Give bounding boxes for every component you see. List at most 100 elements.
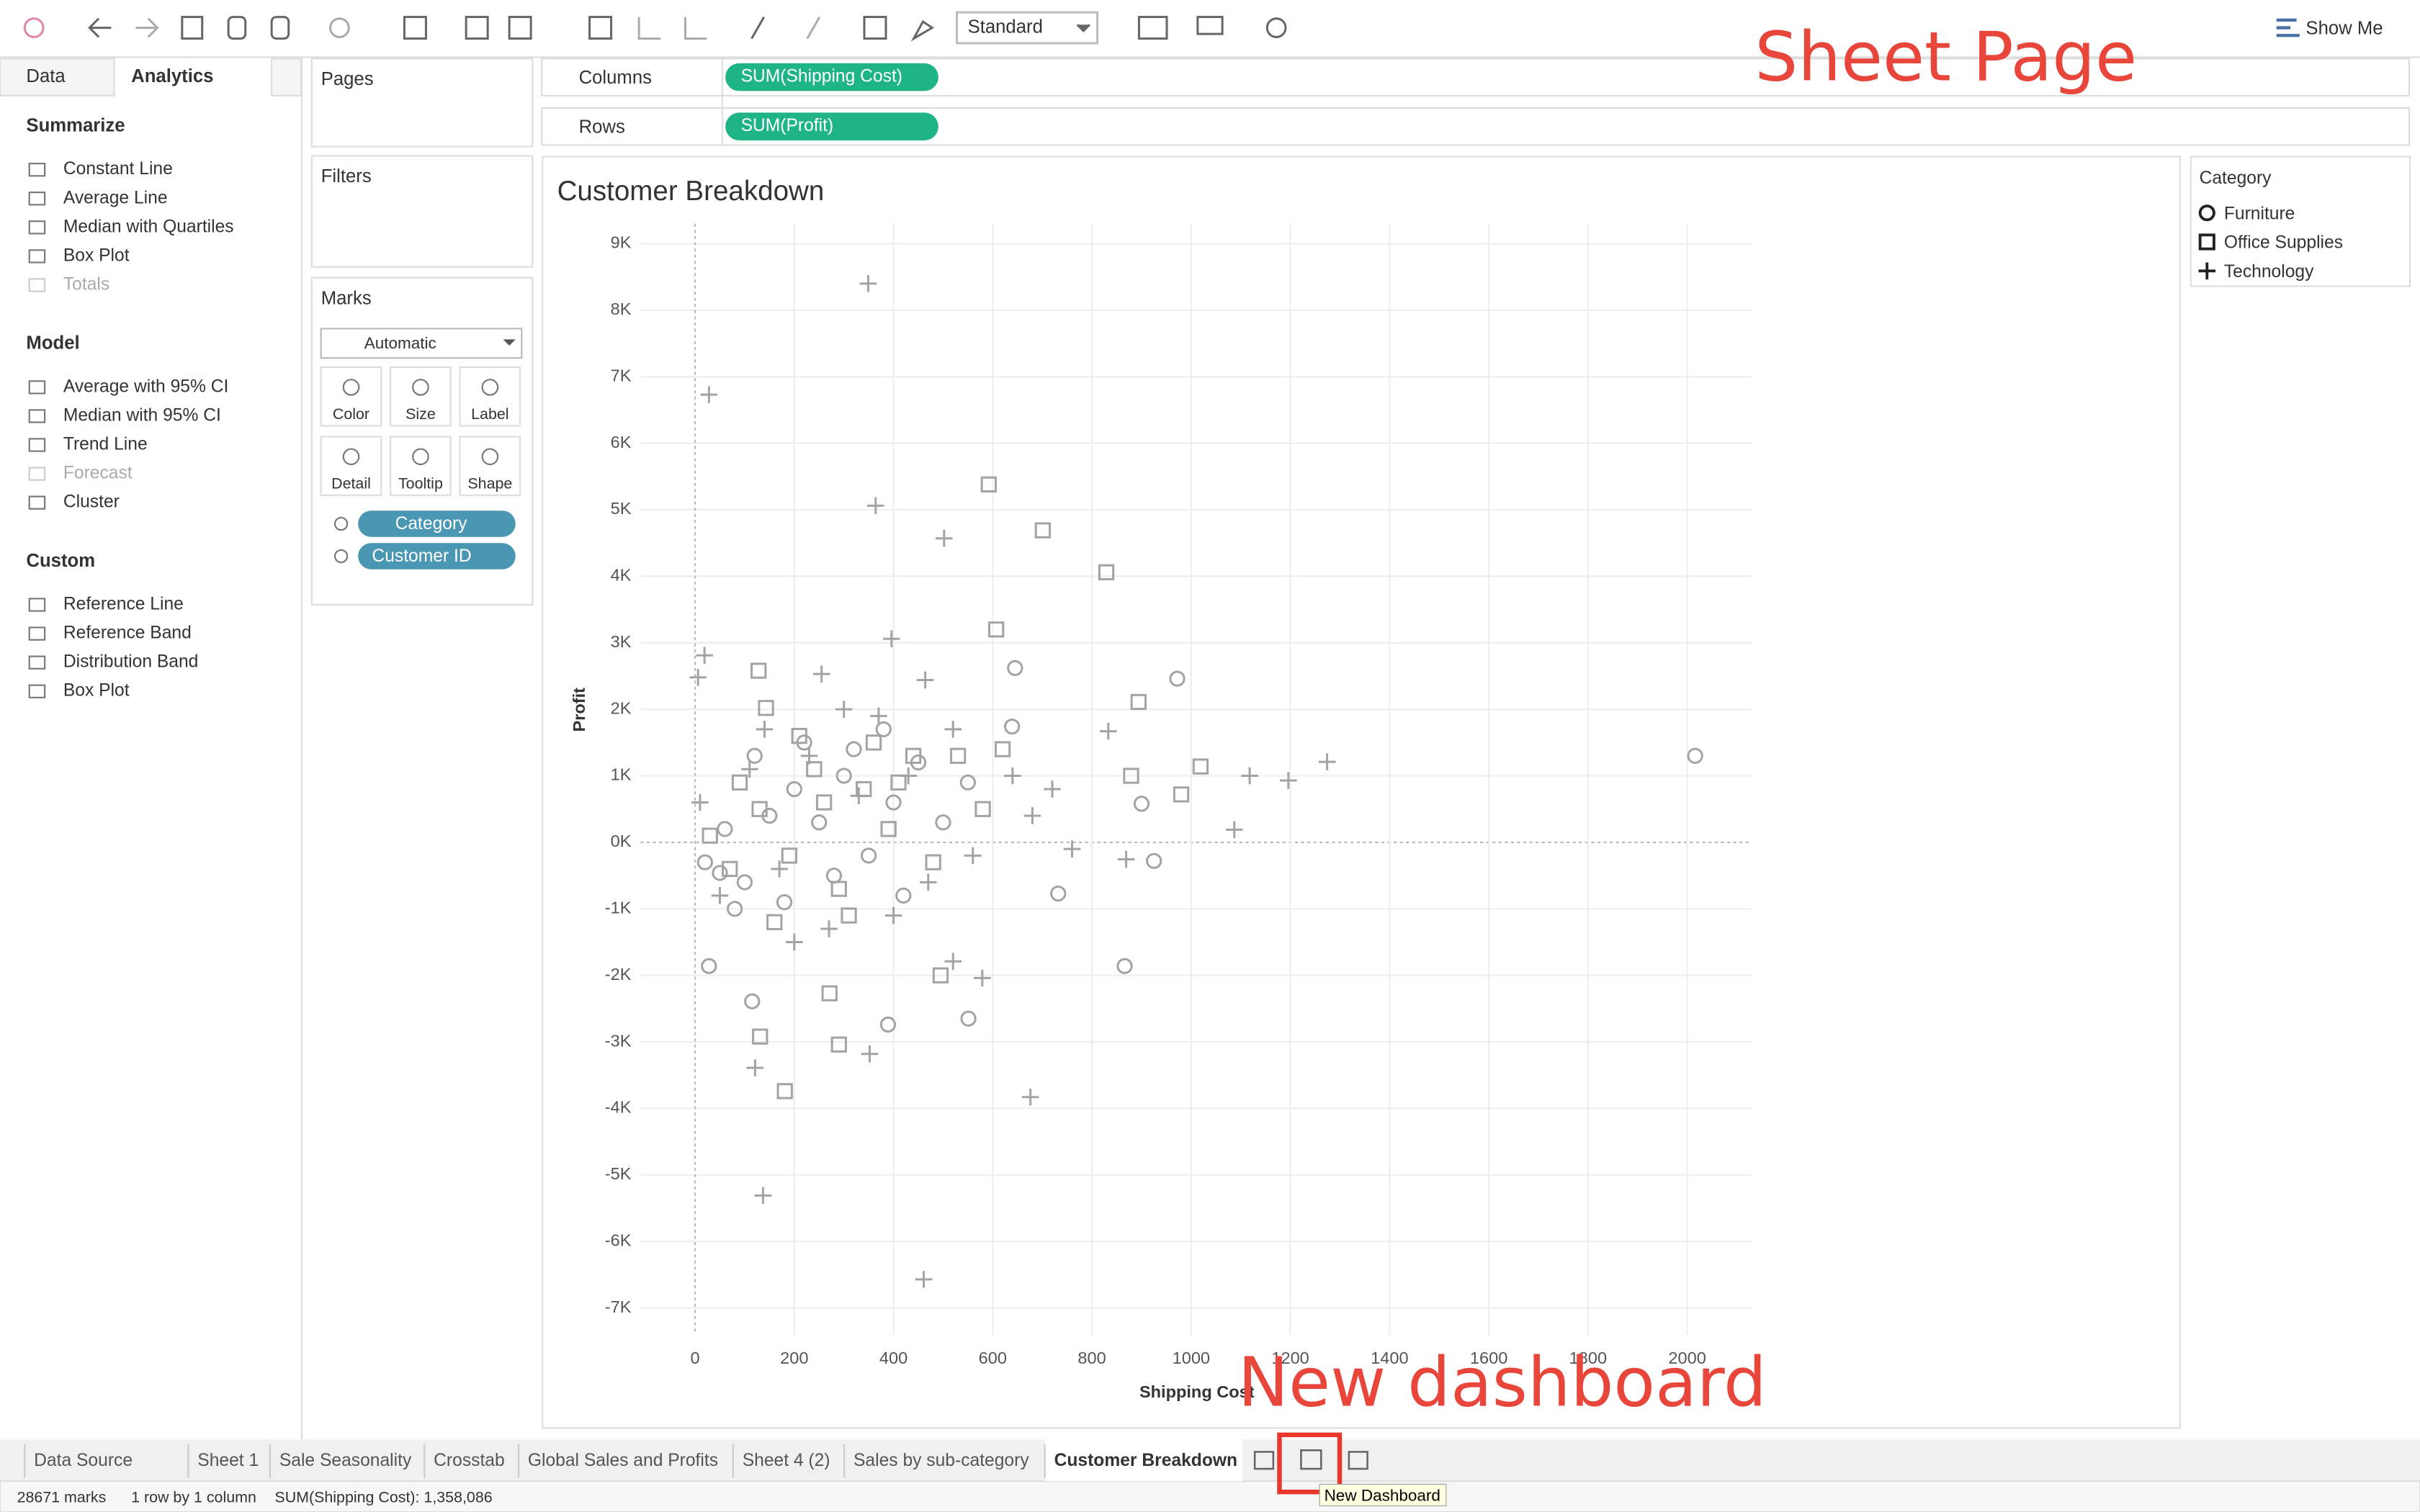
analytics-item[interactable]: Reference Band [63, 624, 192, 643]
legend-title: Category [2200, 168, 2272, 188]
mark-button-label[interactable]: Color [333, 405, 369, 423]
sheet-tab[interactable]: Crosstab [434, 1451, 505, 1470]
new-worksheet[interactable] [403, 16, 427, 40]
clear[interactable] [508, 16, 532, 40]
mark-button-label[interactable]: Label [471, 405, 508, 423]
point [974, 969, 991, 987]
sheet-tab[interactable]: Data Source [34, 1451, 133, 1470]
annotation: Sheet Page [1754, 18, 2137, 97]
point [812, 665, 830, 683]
sheet-tab[interactable]: Global Sales and Profits [528, 1451, 718, 1470]
share[interactable] [1265, 17, 1287, 38]
show-me[interactable]: Show Me [2305, 19, 2383, 39]
point [974, 801, 991, 817]
group[interactable] [806, 16, 821, 40]
analytics-item[interactable]: Median with Quartiles [63, 217, 234, 236]
sort-asc[interactable] [637, 17, 661, 40]
mark-button[interactable] [390, 366, 452, 427]
mark-pill[interactable] [358, 543, 516, 570]
item-icon [28, 438, 46, 452]
duplicate[interactable] [465, 16, 489, 40]
analytics-item[interactable]: Constant Line [63, 159, 173, 179]
swap[interactable] [588, 16, 613, 40]
new-story-tab[interactable] [1348, 1451, 1368, 1470]
mark-type-dropdown[interactable] [320, 328, 523, 359]
point [1098, 564, 1115, 580]
fix-axes[interactable] [910, 19, 935, 42]
point [944, 721, 962, 738]
sheet-tab[interactable]: Customer Breakdown [1054, 1451, 1238, 1470]
y-tick-label: -7K [605, 1297, 632, 1316]
labels[interactable] [863, 16, 887, 40]
point [1117, 850, 1135, 868]
point [736, 874, 753, 891]
presentation[interactable] [1196, 16, 1224, 35]
analytics-item[interactable]: Forecast [63, 464, 133, 483]
mark-button[interactable] [459, 436, 521, 496]
pause-updates[interactable] [270, 16, 290, 40]
point [820, 920, 838, 937]
analytics-item[interactable]: Box Plot [63, 681, 130, 701]
point [1004, 767, 1021, 785]
pill[interactable] [725, 112, 938, 140]
save[interactable] [181, 16, 204, 40]
section-heading: Custom [26, 551, 95, 571]
analytics-item[interactable]: Distribution Band [63, 652, 199, 672]
pill-text[interactable]: SUM(Profit) [741, 116, 834, 135]
sort-desc[interactable] [684, 17, 707, 40]
analytics-item[interactable]: Trend Line [63, 435, 148, 454]
redo[interactable] [135, 17, 159, 38]
analytics-item[interactable]: Cluster [63, 492, 120, 512]
pill[interactable] [725, 63, 938, 91]
mark-button-label[interactable]: Size [405, 405, 436, 423]
mark-pill[interactable] [358, 510, 516, 537]
logo[interactable] [23, 17, 45, 38]
data-tab-bg[interactable] [0, 58, 115, 96]
mark-pill-text[interactable]: Customer ID [372, 546, 471, 566]
card-title: Marks [321, 289, 372, 309]
mark-button-label[interactable]: Shape [467, 475, 512, 492]
mark-button[interactable] [320, 366, 382, 427]
side-tab[interactable]: Data [26, 66, 66, 86]
point [883, 630, 900, 647]
new-worksheet-tab[interactable] [1253, 1451, 1275, 1470]
fit-dropdown[interactable] [956, 11, 1099, 45]
point [935, 814, 951, 831]
fit-value[interactable]: Standard [968, 17, 1043, 37]
mark-pill-text[interactable]: Category [395, 514, 468, 534]
analytics-item[interactable]: Median with 95% CI [63, 405, 221, 425]
pane-menu[interactable] [271, 58, 302, 96]
analytics-item[interactable]: Average with 95% CI [63, 377, 229, 396]
legend-label[interactable]: Office Supplies [2224, 233, 2343, 253]
analytics-item[interactable]: Totals [63, 275, 109, 294]
analytics-item[interactable]: Box Plot [63, 246, 130, 265]
point [865, 734, 882, 751]
sheet-tab[interactable]: Sheet 4 (2) [743, 1451, 830, 1470]
mark-button-label[interactable]: Detail [331, 475, 371, 492]
sheet-tab[interactable]: Sheet 1 [197, 1451, 259, 1470]
show-cards[interactable] [1137, 16, 1168, 40]
mark-button-label[interactable]: Tooltip [398, 475, 443, 492]
status-text: 1 row by 1 column [131, 1488, 256, 1506]
new-data-source[interactable] [227, 16, 247, 40]
point [949, 747, 967, 764]
sheet-tab[interactable]: Sales by sub-category [853, 1451, 1029, 1470]
pill-text[interactable]: SUM(Shipping Cost) [741, 67, 902, 86]
legend-label[interactable]: Technology [2224, 262, 2314, 282]
point [722, 860, 738, 878]
mark-button[interactable] [320, 436, 382, 496]
mark-button[interactable] [459, 366, 521, 427]
mark-button[interactable] [390, 436, 452, 496]
mark-type[interactable]: Automatic [364, 334, 436, 352]
legend-label[interactable]: Furniture [2224, 204, 2295, 223]
sheet-tab[interactable]: Sale Seasonality [279, 1451, 412, 1470]
show-me-icon[interactable] [2276, 18, 2300, 37]
undo[interactable] [88, 17, 112, 38]
analytics-item[interactable]: Reference Line [63, 595, 184, 614]
point [1044, 780, 1061, 798]
new-dashboard-tab[interactable] [1300, 1449, 1322, 1470]
refresh[interactable] [329, 17, 350, 38]
side-tab[interactable]: Analytics [131, 66, 213, 86]
highlight[interactable] [750, 16, 766, 40]
analytics-item[interactable]: Average Line [63, 188, 168, 207]
